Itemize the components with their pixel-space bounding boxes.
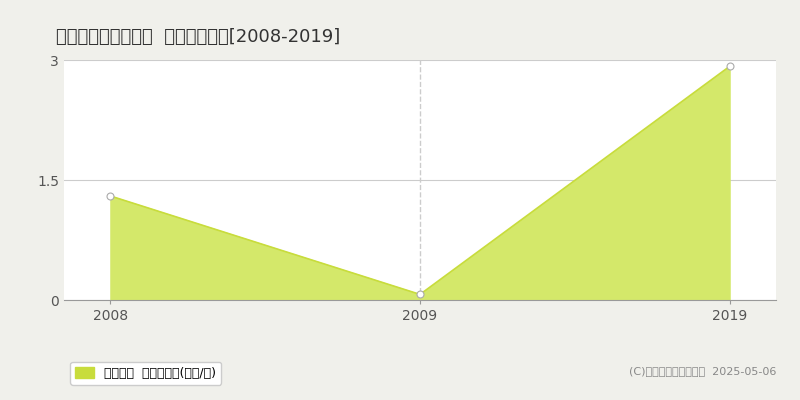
Point — [104, 193, 117, 199]
Text: (C)土地価格ドットコム  2025-05-06: (C)土地価格ドットコム 2025-05-06 — [629, 366, 776, 376]
Text: うきは市浮羽町小塩  土地価格推移[2008-2019]: うきは市浮羽町小塩 土地価格推移[2008-2019] — [56, 28, 340, 46]
Legend: 土地価格  平均坪単価(万円/坪): 土地価格 平均坪単価(万円/坪) — [70, 362, 221, 385]
Point — [414, 291, 426, 298]
Point — [723, 63, 736, 70]
